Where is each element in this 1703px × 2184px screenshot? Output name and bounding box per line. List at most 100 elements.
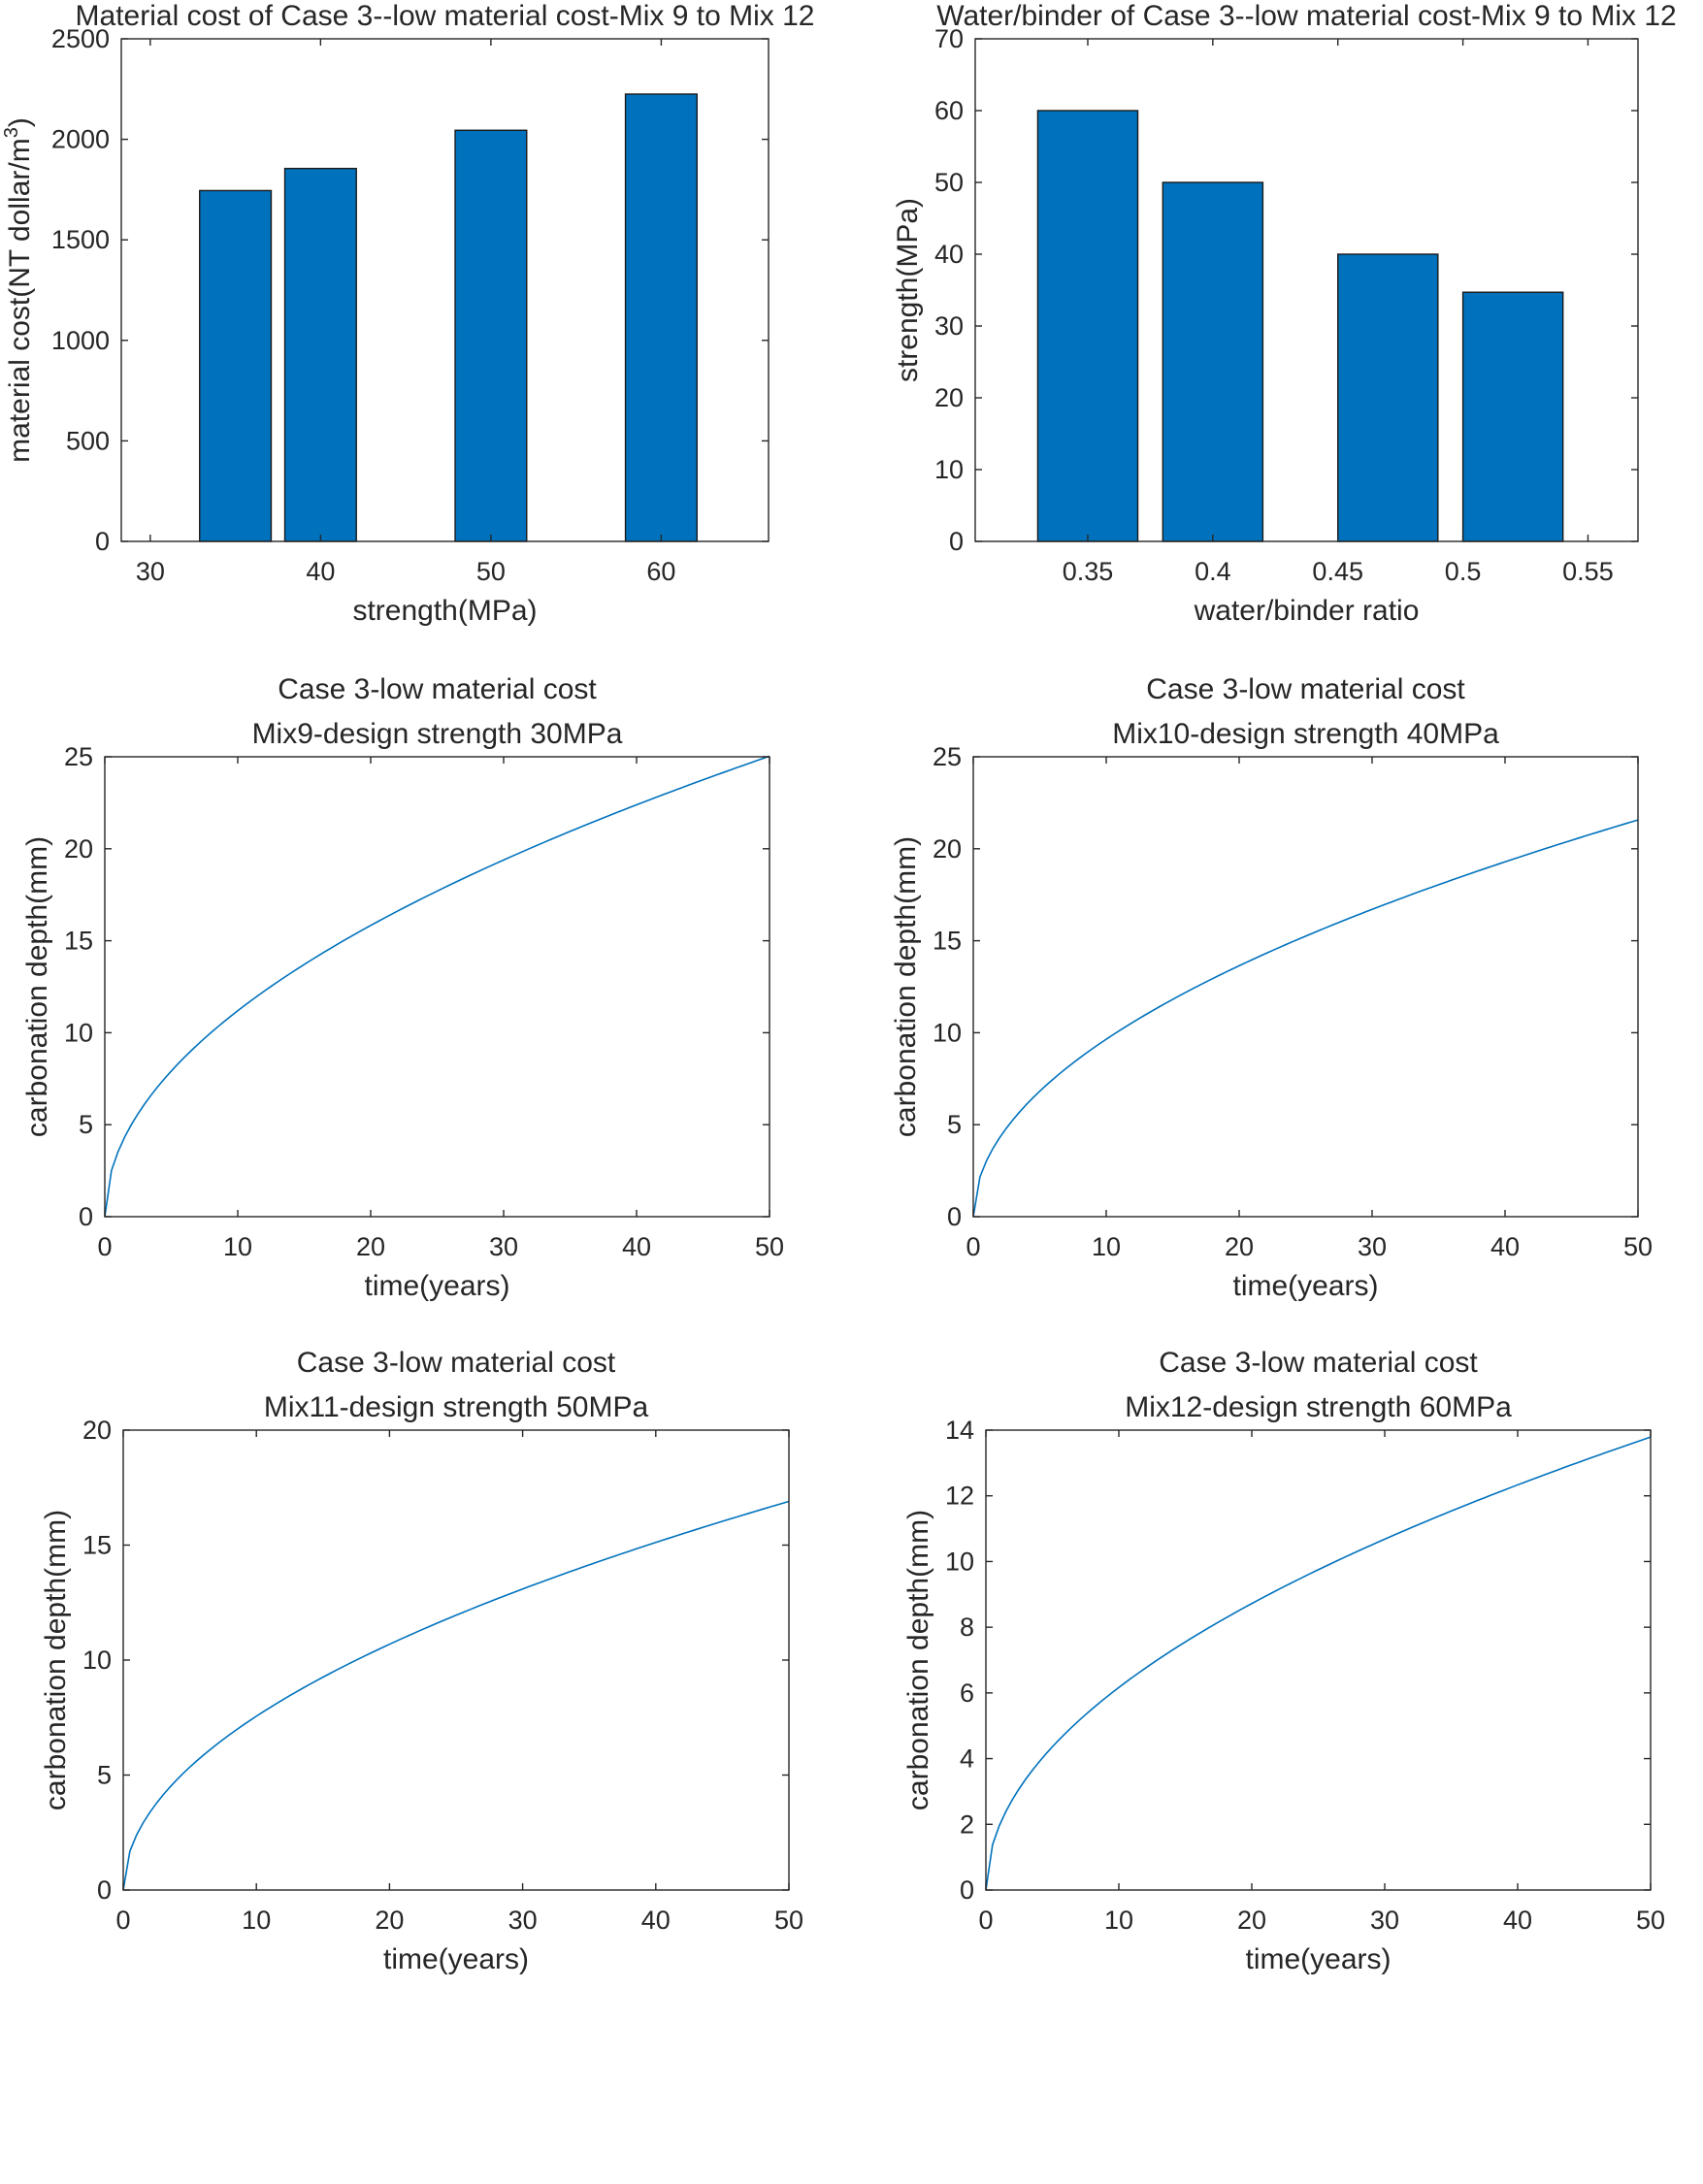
y-tick-label: 25: [64, 742, 93, 771]
y-tick-label: 0: [79, 1202, 93, 1231]
y-tick-label: 5: [97, 1761, 112, 1790]
y-tick-label: 15: [64, 927, 93, 956]
x-axis-label: time(years): [383, 1943, 529, 1975]
chart-title-line-2: Mix9-design strength 30MPa: [252, 718, 623, 750]
x-tick-label: 30: [1370, 1906, 1399, 1935]
x-tick-label: 10: [242, 1906, 271, 1935]
y-tick-label: 1500: [51, 225, 110, 254]
y-tick-label: 2000: [51, 125, 110, 154]
y-tick-label: 14: [945, 1416, 974, 1445]
axes-box: [972, 756, 1639, 1218]
x-tick-label: 40: [622, 1232, 651, 1261]
y-tick-label: 20: [934, 383, 964, 412]
y-tick-label: 10: [82, 1646, 112, 1675]
y-axis-label: material cost(NT dollar/m3): [1, 117, 36, 463]
x-tick-label: 0: [978, 1906, 993, 1935]
chart-2: 0.35 0.4 0.45 0.5 0.55 0 10 20 30 40 50 60 70 water/b…: [892, 0, 1677, 627]
x-tick-label: 0.5: [1445, 557, 1482, 586]
x-tick-label: 30: [136, 557, 165, 586]
y-axis-label: carbonation depth(mm): [21, 836, 53, 1137]
y-tick-label: 70: [934, 24, 964, 53]
x-tick-label: 0.55: [1562, 557, 1614, 586]
x-tick-label: 50: [476, 557, 506, 586]
x-tick-label: 50: [1623, 1232, 1653, 1261]
chart-title-line-2: Mix12-design strength 60MPa: [1125, 1391, 1512, 1423]
axes-box: [104, 756, 770, 1218]
series-line-mix12: [985, 1436, 1652, 1891]
chart-4: 0 10 20 30 40 50 0 5 10 15 20 25 time(years) carbonat…: [890, 673, 1653, 1302]
y-tick-label: 10: [933, 1018, 962, 1047]
axes-box: [974, 38, 1639, 542]
x-tick-label: 30: [489, 1232, 518, 1261]
y-tick-label: 20: [933, 834, 962, 864]
x-tick-label: 20: [1225, 1232, 1254, 1261]
y-tick-label: 0: [960, 1875, 974, 1905]
y-tick-label: 0: [97, 1875, 112, 1905]
y-tick-label: 15: [933, 927, 962, 956]
x-tick-label: 10: [223, 1232, 252, 1261]
x-tick-label: 40: [306, 557, 335, 586]
y-tick-label: 15: [82, 1531, 112, 1560]
x-tick-label: 0: [115, 1906, 130, 1935]
y-tick-label: 12: [945, 1482, 974, 1511]
bar-1: [1036, 110, 1139, 542]
x-tick-label: 50: [755, 1232, 784, 1261]
x-tick-label: 0: [966, 1232, 980, 1261]
x-axis-label: time(years): [1245, 1943, 1391, 1975]
y-tick-label: 4: [960, 1744, 974, 1774]
x-axis-label: time(years): [364, 1270, 509, 1302]
y-tick-label: 10: [64, 1018, 93, 1047]
axes-box: [985, 1429, 1652, 1891]
x-tick-label: 40: [641, 1906, 671, 1935]
bar-2: [283, 167, 357, 542]
x-tick-label: 30: [1358, 1232, 1387, 1261]
axes-box: [120, 38, 770, 542]
y-axis-label: carbonation depth(mm): [890, 836, 922, 1137]
chart-6: 0 10 20 30 40 50 0 2 4 6 8 10 12 14 time(years) carbona…: [902, 1347, 1665, 1975]
y-axis-label: carbonation depth(mm): [40, 1510, 72, 1810]
y-tick-label: 2500: [51, 24, 110, 53]
chart-5: 0 10 20 30 40 50 0 5 10 15 20 time(years) carbonatio…: [40, 1347, 803, 1975]
y-tick-label: 0: [95, 527, 110, 556]
y-tick-label: 20: [82, 1416, 112, 1445]
axes-box: [122, 1429, 790, 1891]
y-tick-label: 5: [947, 1110, 962, 1139]
chart-title-line-2: Mix11-design strength 50MPa: [264, 1391, 649, 1423]
chart-title-line-1: Case 3-low material cost: [297, 1347, 616, 1379]
series-line-mix11: [122, 1500, 790, 1891]
x-axis-label: water/binder ratio: [1194, 595, 1420, 627]
y-tick-label: 8: [960, 1613, 974, 1642]
bar-3: [454, 129, 528, 542]
y-tick-label: 25: [933, 742, 962, 771]
x-tick-label: 50: [1636, 1906, 1665, 1935]
x-tick-label: 30: [508, 1906, 538, 1935]
series-line-mix10: [972, 819, 1639, 1218]
x-tick-label: 0.45: [1312, 557, 1363, 586]
x-axis-label: time(years): [1232, 1270, 1378, 1302]
y-tick-label: 0: [947, 1202, 962, 1231]
y-tick-label: 50: [934, 168, 964, 197]
y-tick-label: 10: [945, 1547, 974, 1576]
bar-1: [199, 189, 273, 542]
y-tick-label: 30: [934, 311, 964, 341]
bar-4: [624, 93, 698, 542]
y-axis-label: carbonation depth(mm): [902, 1510, 934, 1810]
y-tick-label: 40: [934, 240, 964, 269]
chart-title-line-1: Case 3-low material cost: [1146, 673, 1465, 705]
y-tick-label: 20: [64, 834, 93, 864]
chart-1: 30 40 50 60 0 500 1000 1500 2000 2500 strength(MPa…: [1, 0, 814, 627]
chart-3: 0 10 20 30 40 50 0 5 10 15 20 25 time(years) carbonat…: [21, 673, 784, 1302]
x-tick-label: 40: [1490, 1232, 1520, 1261]
bar-4: [1461, 291, 1564, 542]
x-tick-label: 0.4: [1195, 557, 1231, 586]
chart-title-line-2: Mix10-design strength 40MPa: [1112, 718, 1499, 750]
y-tick-label: 6: [960, 1679, 974, 1708]
x-tick-label: 20: [1237, 1906, 1266, 1935]
bar-3: [1337, 253, 1439, 542]
chart-title-line-1: Case 3-low material cost: [278, 673, 597, 705]
x-tick-label: 20: [375, 1906, 404, 1935]
series-line-mix9: [104, 755, 770, 1218]
y-tick-label: 0: [949, 527, 964, 556]
x-tick-label: 20: [356, 1232, 385, 1261]
